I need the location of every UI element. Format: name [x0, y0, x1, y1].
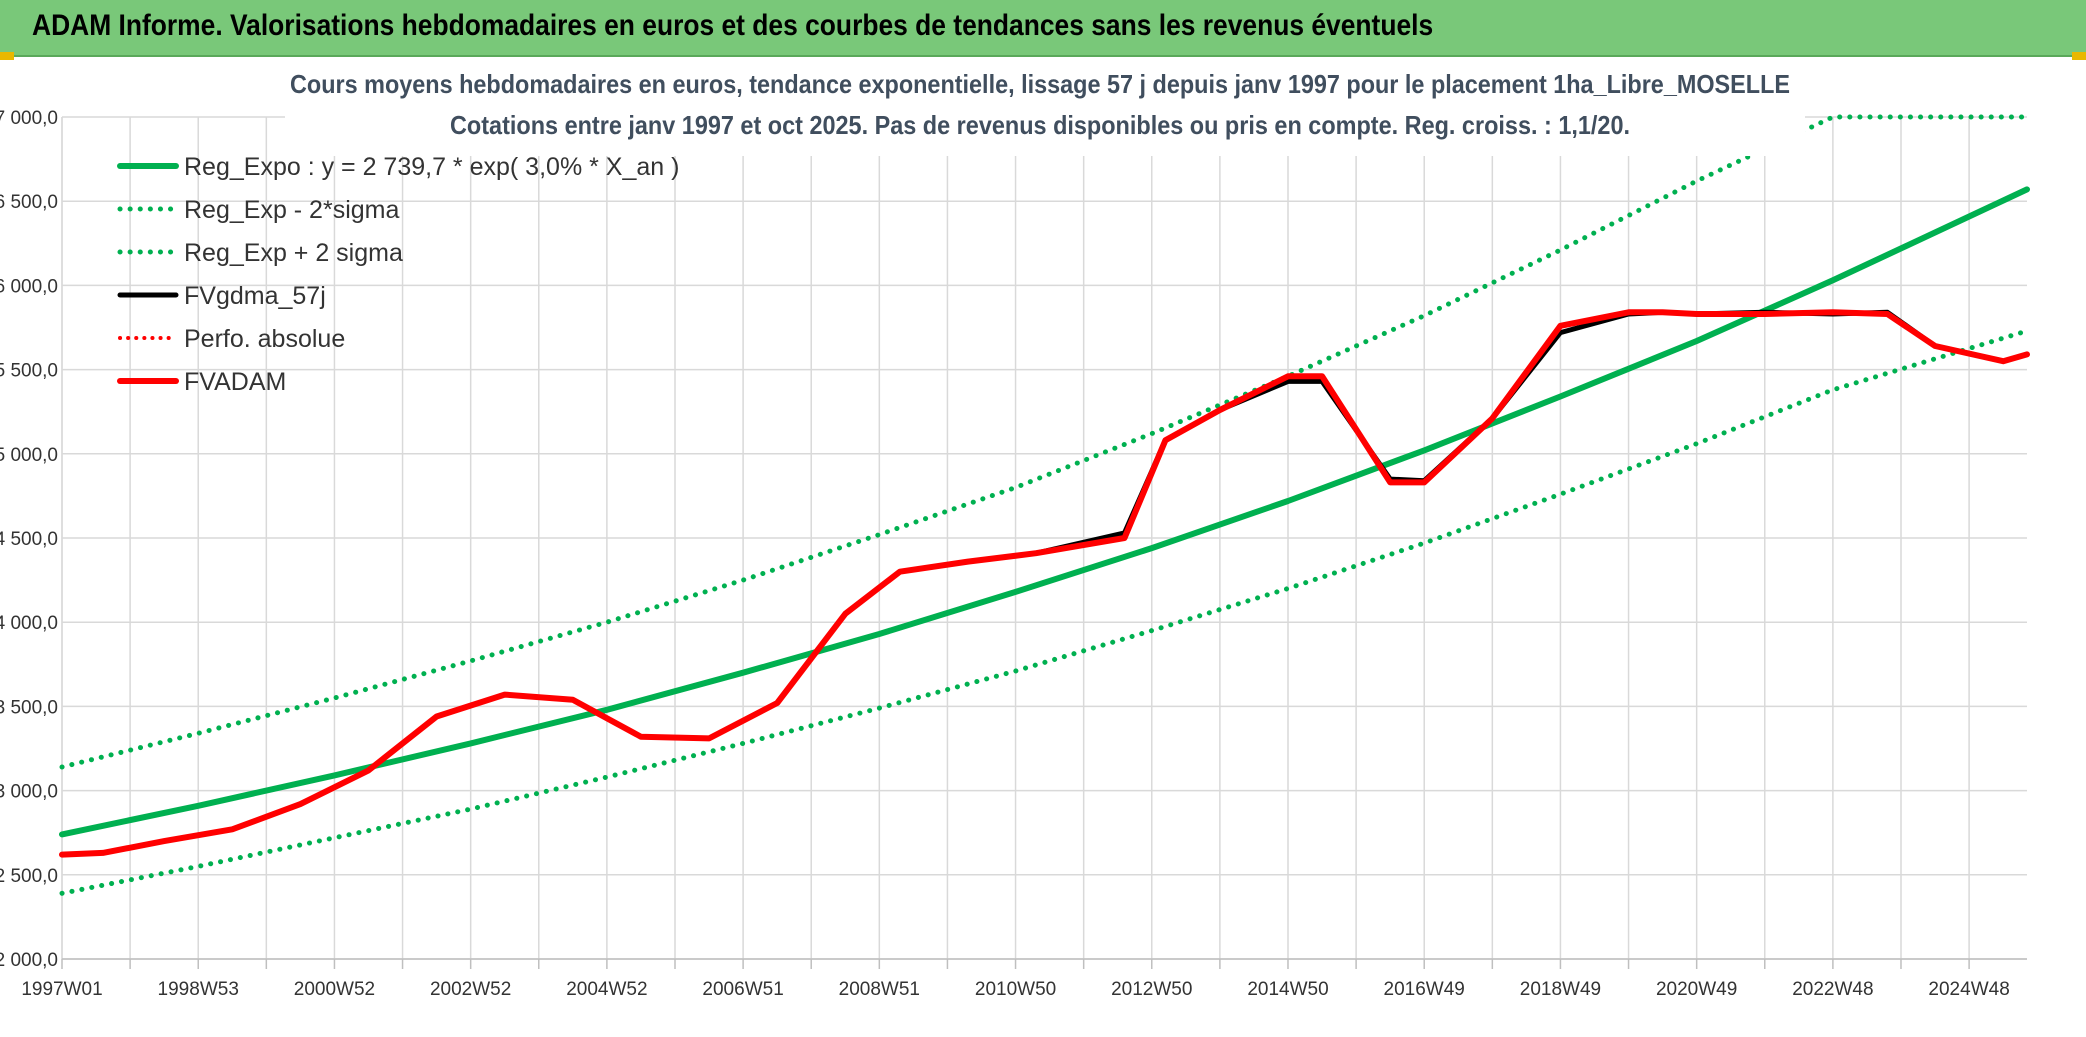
corner-mark: [0, 52, 14, 60]
x-tick-label: 2006W51: [702, 979, 783, 1000]
x-tick-label: 2024W48: [1928, 979, 2009, 1000]
x-tick-label: 2002W52: [430, 979, 511, 1000]
x-tick-label: 2020W49: [1656, 979, 1737, 1000]
y-tick-label: 2 000,0: [0, 950, 58, 971]
y-axis: 2 000,0 2 500,0 3 000,0 3 500,0 4 000,0 4 500…: [0, 108, 58, 971]
series-line-2: [59, 328, 2030, 896]
chart-title: Cours moyens hebdomadaires en euros, ten…: [290, 69, 1790, 99]
x-tick-label: 1997W01: [21, 979, 102, 1000]
y-tick-label: 3 000,0: [0, 782, 58, 803]
x-tick-label: 2014W50: [1247, 979, 1328, 1000]
legend-label: Reg_Exp - 2*sigma: [184, 196, 399, 224]
y-tick-label: 4 500,0: [0, 529, 58, 550]
y-tick-label: 6 500,0: [0, 192, 58, 213]
title-backdrop: [285, 58, 1805, 156]
x-tick-label: 2004W52: [566, 979, 647, 1000]
header-banner: ADAM Informe. Valorisations hebdomadaire…: [0, 0, 2086, 57]
legend-label: Reg_Expo : y = 2 739,7 * exp( 3,0% * X_a…: [184, 153, 679, 181]
x-tick-label: 2012W50: [1111, 979, 1192, 1000]
legend-label: FVADAM: [184, 368, 286, 396]
y-tick-label: 3 500,0: [0, 697, 58, 718]
y-tick-label: 6 000,0: [0, 276, 58, 297]
y-tick-label: 5 000,0: [0, 445, 58, 466]
y-tick-label: 7 000,0: [0, 108, 58, 129]
chart-area: 2 000,0 2 500,0 3 000,0 3 500,0 4 000,0 4 500…: [0, 58, 2030, 1000]
x-tick-label: 2018W49: [1520, 979, 1601, 1000]
x-tick-label: 1998W53: [158, 979, 239, 1000]
corner-mark: [2072, 52, 2086, 60]
x-tick-label: 2022W48: [1792, 979, 1873, 1000]
series-line-6: [59, 309, 2030, 858]
y-tick-label: 2 500,0: [0, 866, 58, 887]
x-tick-label: 2008W51: [839, 979, 920, 1000]
legend-label: Reg_Exp + 2 sigma: [184, 239, 403, 267]
x-tick-label: 2000W52: [294, 979, 375, 1000]
chart-subtitle: Cotations entre janv 1997 et oct 2025. P…: [450, 110, 1630, 140]
x-axis: 1997W01 1998W53 2000W52 2002W52 2004W52 2006W…: [21, 979, 2009, 1000]
page-title: ADAM Informe. Valorisations hebdomadaire…: [32, 9, 1434, 42]
y-tick-label: 5 500,0: [0, 361, 58, 382]
legend-label: FVgdma_57j: [184, 282, 326, 310]
x-tick-label: 2010W50: [975, 979, 1056, 1000]
legend-label: Perfo. absolue: [184, 325, 345, 353]
x-tick-label: 2016W49: [1384, 979, 1465, 1000]
series-group: [59, 114, 2030, 896]
y-tick-label: 4 000,0: [0, 613, 58, 634]
legend: Reg_Expo : y = 2 739,7 * exp( 3,0% * X_a…: [117, 153, 679, 396]
